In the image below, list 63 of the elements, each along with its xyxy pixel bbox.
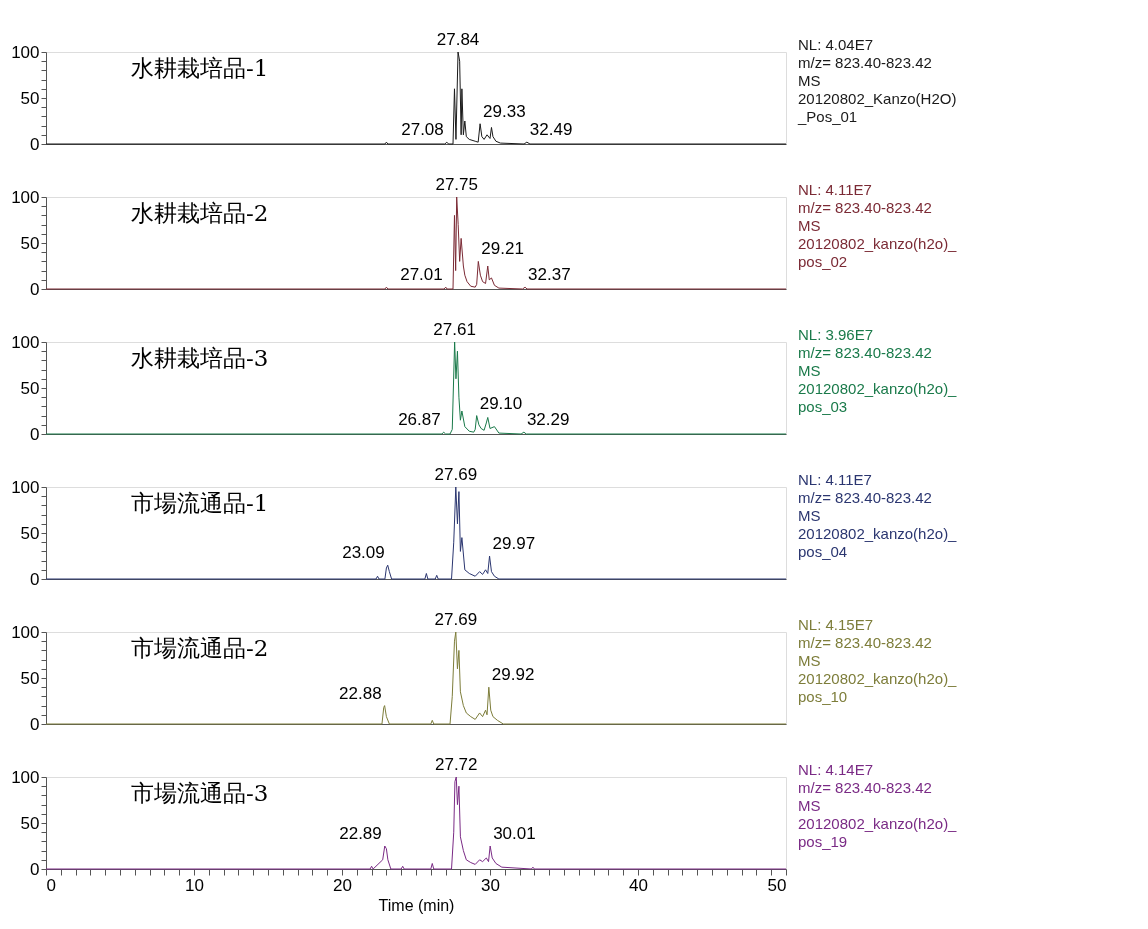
line-series <box>45 196 787 290</box>
line-series <box>45 341 787 435</box>
annotation: 27.72 <box>434 755 478 774</box>
annotation: 32.29 <box>526 410 570 430</box>
y-tick-label: 0 <box>30 279 40 299</box>
text: NL: 4.11E7 m/z= 823.40-823.42 MS 20120802_kanzo(h2o)_ pos_02 <box>798 181 958 270</box>
annotation: 水耕栽培品-1 <box>131 55 269 81</box>
y-tick-label: 0 <box>30 134 40 154</box>
x-tick-label: 10 <box>185 875 204 895</box>
x-tick-label: 40 <box>629 875 648 895</box>
y-tick-label: 50 <box>20 378 40 398</box>
annotation: 27.75 <box>435 175 478 194</box>
annotation: 32.49 <box>529 120 573 140</box>
annotation: 27.01 <box>400 265 443 285</box>
text: NL: 4.11E7 m/z= 823.40-823.42 MS 20120802_kanzo(h2o)_ pos_04 <box>798 471 958 560</box>
y-tick-label: 50 <box>20 233 40 253</box>
y-tick-label: 50 <box>20 668 40 688</box>
y-tick-label: 0 <box>30 569 40 589</box>
y-tick-label: 100 <box>11 187 40 207</box>
x-tick-label: 20 <box>333 875 352 895</box>
annotation: 26.87 <box>398 410 441 430</box>
y-tick-label: 100 <box>11 477 40 497</box>
x-tick-label: 30 <box>481 875 500 895</box>
y-tick-label: 0 <box>30 714 40 734</box>
annotation: 水耕栽培品-2 <box>131 200 269 226</box>
text: NL: 4.15E7 m/z= 823.40-823.42 MS 20120802_kanzo(h2o)_ pos_10 <box>798 616 958 705</box>
annotation: 27.61 <box>433 320 476 339</box>
y-tick-label: 0 <box>30 424 40 444</box>
annotation: 30.01 <box>493 824 536 843</box>
annotation: 市場流通品-1 <box>131 490 269 516</box>
annotation: 27.69 <box>434 465 478 484</box>
y-tick-label: 0 <box>30 859 40 879</box>
annotation: 市場流通品-3 <box>131 780 269 806</box>
x-tick-label: 0 <box>46 875 56 895</box>
line-series <box>45 631 787 725</box>
annotation: 23.09 <box>342 543 385 563</box>
annotation: 29.33 <box>483 101 526 121</box>
y-tick-label: 100 <box>11 622 40 642</box>
annotation: 水耕栽培品-3 <box>131 345 269 371</box>
annotation: 22.88 <box>339 683 382 703</box>
annotation: 29.21 <box>481 239 524 259</box>
text: NL: 4.04E7 m/z= 823.40-823.42 MS 20120802_Kanzo(H2O) _Pos_01 <box>797 36 957 125</box>
line-series <box>45 51 787 145</box>
line-series <box>45 486 787 580</box>
annotation: 市場流通品-2 <box>131 635 269 661</box>
annotation: 22.89 <box>339 824 382 843</box>
annotation: 27.69 <box>434 610 478 629</box>
y-tick-label: 50 <box>20 813 40 833</box>
y-tick-label: 50 <box>20 88 40 108</box>
x-tick-label: 50 <box>767 875 787 895</box>
text: NL: 4.14E7 m/z= 823.40-823.42 MS 20120802_kanzo(h2o)_ pos_19 <box>798 761 958 850</box>
annotation: 32.37 <box>528 265 571 285</box>
y-tick-label: 100 <box>11 332 40 352</box>
annotation: 29.97 <box>492 534 536 553</box>
text: NL: 3.96E7 m/z= 823.40-823.42 MS 20120802_kanzo(h2o)_ pos_03 <box>798 326 958 415</box>
y-tick-label: 50 <box>20 523 40 543</box>
annotation: 27.84 <box>436 30 480 49</box>
annotation: 29.92 <box>491 665 535 685</box>
annotation: 27.08 <box>401 120 444 140</box>
x-axis-title: Time (min) <box>378 896 455 914</box>
y-tick-label: 100 <box>11 767 40 787</box>
annotation: 29.10 <box>479 393 523 413</box>
y-tick-label: 100 <box>11 42 40 62</box>
